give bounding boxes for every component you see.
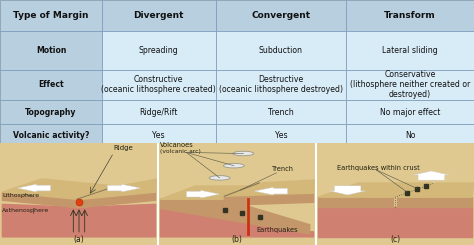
Polygon shape <box>160 199 310 234</box>
Circle shape <box>233 151 254 156</box>
Polygon shape <box>397 197 472 207</box>
Bar <box>346 124 474 148</box>
Polygon shape <box>255 187 288 195</box>
Polygon shape <box>397 183 474 197</box>
Text: Trench: Trench <box>268 108 294 117</box>
Bar <box>0 124 102 148</box>
Text: No major effect: No major effect <box>380 108 440 117</box>
Polygon shape <box>79 204 155 237</box>
Bar <box>346 0 474 31</box>
Text: (a): (a) <box>73 235 84 244</box>
Text: Earthquakes: Earthquakes <box>256 227 298 233</box>
Bar <box>102 31 216 70</box>
Bar <box>158 143 316 245</box>
Text: Volcanoes: Volcanoes <box>160 142 194 148</box>
Bar <box>102 124 216 148</box>
Circle shape <box>209 176 230 180</box>
Polygon shape <box>2 204 79 237</box>
Text: Earthquakes within crust: Earthquakes within crust <box>337 165 419 171</box>
Polygon shape <box>319 197 392 207</box>
Polygon shape <box>319 207 472 237</box>
Text: Lithosphere: Lithosphere <box>2 193 39 198</box>
Polygon shape <box>329 186 365 195</box>
Bar <box>216 124 346 148</box>
Bar <box>0 0 102 31</box>
Text: Type of Margin: Type of Margin <box>13 11 89 20</box>
Text: Spreading: Spreading <box>139 46 179 55</box>
Text: Convergent: Convergent <box>251 11 310 20</box>
Bar <box>102 100 216 124</box>
Text: Topography: Topography <box>25 108 77 117</box>
Polygon shape <box>2 179 116 199</box>
Text: Volcanic activity?: Volcanic activity? <box>13 131 89 140</box>
Text: Ridge: Ridge <box>114 146 134 151</box>
Text: (volcanic arc): (volcanic arc) <box>160 149 201 155</box>
Polygon shape <box>71 200 88 207</box>
Bar <box>216 100 346 124</box>
Text: Divergent: Divergent <box>134 11 184 20</box>
Text: Lateral sliding: Lateral sliding <box>382 46 438 55</box>
Polygon shape <box>82 192 155 207</box>
Polygon shape <box>160 208 314 237</box>
Polygon shape <box>160 186 257 199</box>
Circle shape <box>223 163 244 168</box>
Bar <box>346 31 474 70</box>
Polygon shape <box>108 184 141 192</box>
Text: Subduction: Subduction <box>259 46 303 55</box>
Bar <box>216 70 346 100</box>
Polygon shape <box>224 193 314 205</box>
Text: Constructive
(oceanic lithosphere created): Constructive (oceanic lithosphere create… <box>101 75 216 94</box>
Bar <box>216 31 346 70</box>
Bar <box>0 143 158 245</box>
Text: (b): (b) <box>232 235 242 244</box>
Text: Ridge/Rift: Ridge/Rift <box>140 108 178 117</box>
Polygon shape <box>224 180 316 196</box>
Bar <box>102 70 216 100</box>
Polygon shape <box>18 184 51 192</box>
Bar <box>316 143 474 245</box>
Polygon shape <box>186 190 219 198</box>
Text: Yes: Yes <box>153 131 165 140</box>
Text: Effect: Effect <box>38 80 64 89</box>
Polygon shape <box>82 179 158 199</box>
Text: Yes: Yes <box>274 131 287 140</box>
Bar <box>216 0 346 31</box>
Bar <box>346 70 474 100</box>
Text: Trench: Trench <box>272 166 294 172</box>
Text: Conservative
(lithosphere neither created or
destroyed): Conservative (lithosphere neither create… <box>350 70 470 99</box>
Text: No: No <box>405 131 415 140</box>
Text: Asthenosphere: Asthenosphere <box>2 208 50 213</box>
Polygon shape <box>319 183 432 197</box>
Bar <box>346 100 474 124</box>
Text: (c): (c) <box>390 235 400 244</box>
Polygon shape <box>2 192 77 207</box>
Bar <box>0 70 102 100</box>
Text: Transform: Transform <box>384 11 436 20</box>
Text: Destructive
(oceanic lithosphere destroyed): Destructive (oceanic lithosphere destroy… <box>219 75 343 94</box>
Text: Motion: Motion <box>36 46 66 55</box>
Bar <box>0 31 102 70</box>
Bar <box>0 100 102 124</box>
Bar <box>102 0 216 31</box>
Polygon shape <box>413 171 449 180</box>
